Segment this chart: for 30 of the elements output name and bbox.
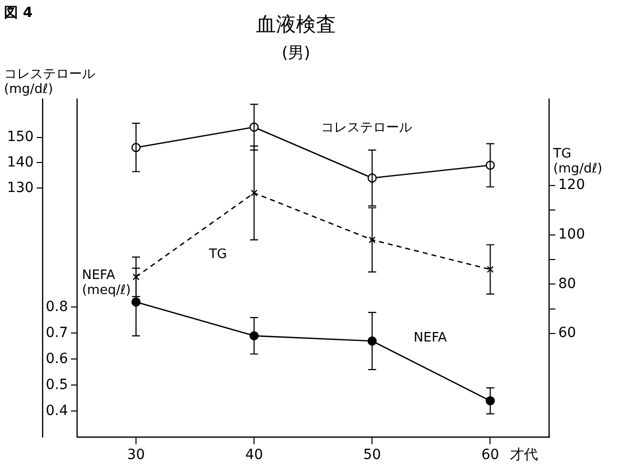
y3-tick-label: 0.6 [46, 350, 68, 367]
y2-tick-label: 80 [558, 276, 576, 292]
chart-subtitle: (男) [282, 42, 310, 62]
y3-tick-label: 0.4 [46, 402, 68, 419]
y-tick-label: 150 [6, 128, 34, 145]
y2-tick-label: 120 [558, 177, 586, 194]
point [132, 273, 140, 280]
chart-title: 血液検査 [256, 12, 336, 36]
series-label: NEFA [414, 330, 447, 346]
x-tick-label: 60 [481, 447, 500, 464]
y3-tick-label: 0.7 [46, 324, 68, 341]
x-tick-label: 30 [127, 447, 145, 464]
x-tick-label: 40 [245, 447, 264, 464]
y3-tick-label: 0.5 [46, 376, 68, 393]
y3-axis-title: NEFA (meq/ℓ) [82, 268, 131, 298]
y2-axis-title: TG (mg/dℓ) [552, 146, 602, 176]
y3-tick-label: 0.8 [46, 298, 68, 315]
series-label: TG [208, 247, 227, 262]
point [368, 236, 376, 244]
y2-tick-label: 60 [558, 325, 576, 342]
y2-tick-label: 100 [558, 226, 586, 243]
y-tick-label: 140 [6, 154, 34, 170]
y-tick-label: 130 [6, 180, 34, 196]
y-axis-title: コレステロール (mg/dℓ) [4, 67, 95, 98]
x-axis-title: 才代 [510, 446, 538, 463]
point [250, 190, 258, 196]
caption: 図 4 [4, 4, 33, 22]
x-tick-label: 50 [363, 447, 382, 464]
series-label: コレステロール [321, 120, 412, 136]
point [486, 266, 494, 273]
